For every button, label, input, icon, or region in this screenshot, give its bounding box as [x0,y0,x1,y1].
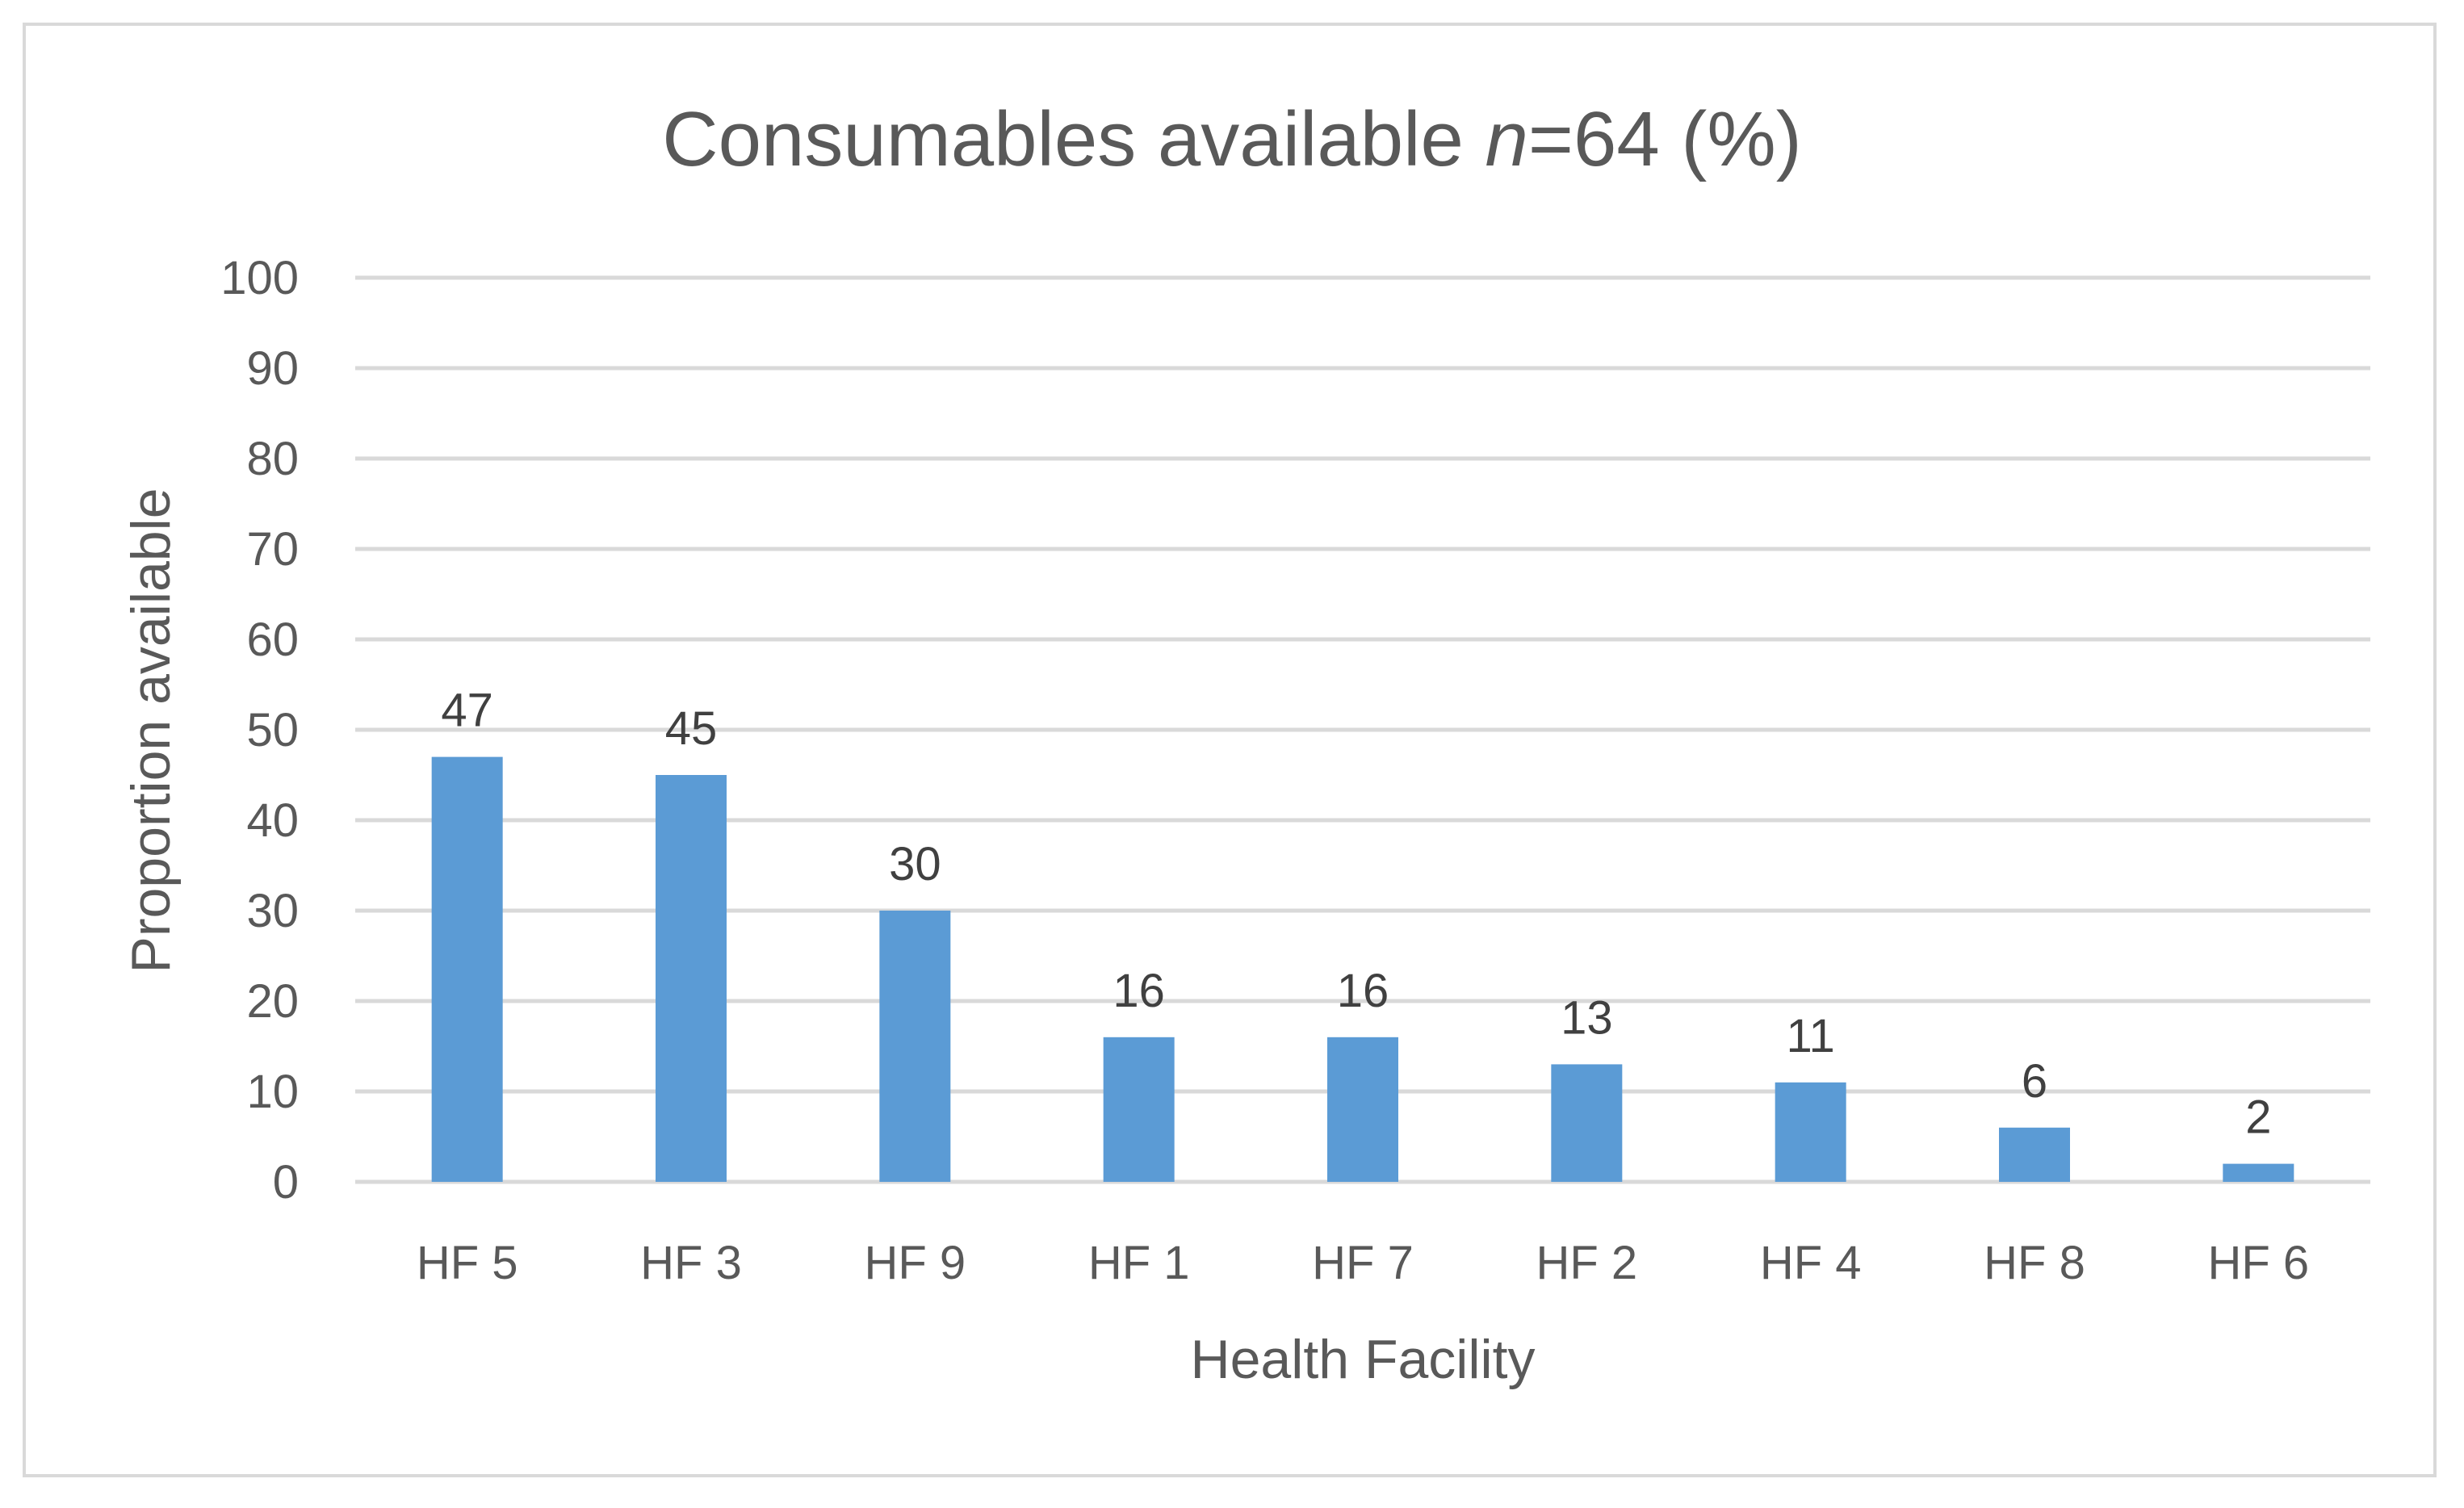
data-label: 47 [441,685,493,737]
y-tick-label: 70 [246,523,299,576]
y-tick-label: 0 [273,1156,299,1208]
bar [1103,1037,1175,1182]
data-label: 6 [2022,1055,2047,1108]
x-tick-label: HF 1 [1088,1237,1190,1289]
data-label: 45 [665,702,718,755]
bar [879,911,951,1182]
y-tick-label: 50 [246,704,299,756]
data-label: 30 [889,838,941,890]
data-label: 2 [2245,1091,2271,1144]
chart-title: Consumables available n=64 (%) [662,96,1801,182]
x-tick-label: HF 2 [1536,1237,1637,1289]
y-tick-label: 80 [246,433,299,485]
y-axis-tick-labels: 0 10 20 30 40 50 60 70 80 90 100 [220,252,299,1208]
bar [431,756,503,1182]
data-label: 16 [1337,965,1389,1017]
bar [656,775,727,1182]
data-labels: 47 45 30 16 16 13 11 6 2 [441,685,2271,1144]
y-axis-title: Proportion available [120,488,182,973]
y-tick-label: 100 [220,252,299,304]
y-tick-label: 30 [246,885,299,937]
y-tick-label: 20 [246,975,299,1028]
x-axis-title: Health Facility [1190,1329,1535,1390]
x-tick-label: HF 5 [417,1237,518,1289]
x-axis-tick-labels: HF 5 HF 3 HF 9 HF 1 HF 7 HF 2 HF 4 HF 8 HF 6 [417,1237,2309,1289]
y-tick-label: 60 [246,614,299,666]
chart-title-suffix: =64 (%) [1528,96,1802,182]
x-tick-label: HF 6 [2207,1237,2309,1289]
data-label: 11 [1787,1010,1835,1062]
y-tick-label: 90 [246,342,299,395]
x-tick-label: HF 3 [640,1237,742,1289]
bar [1327,1037,1398,1182]
bar [2223,1163,2294,1182]
bars [431,756,2294,1182]
x-tick-label: HF 7 [1312,1237,1414,1289]
bar [1775,1082,1846,1182]
bar [1999,1127,2070,1182]
x-tick-label: HF 9 [864,1237,966,1289]
chart-title-italic: n [1486,96,1528,182]
data-label: 16 [1113,965,1165,1017]
data-label: 13 [1561,991,1613,1044]
x-tick-label: HF 8 [1984,1237,2085,1289]
chart-title-prefix: Consumables available [662,96,1485,182]
chart-frame [23,23,2437,1477]
bar [1551,1064,1623,1182]
y-tick-label: 40 [246,794,299,847]
y-tick-label: 10 [246,1066,299,1118]
x-tick-label: HF 4 [1760,1237,1862,1289]
